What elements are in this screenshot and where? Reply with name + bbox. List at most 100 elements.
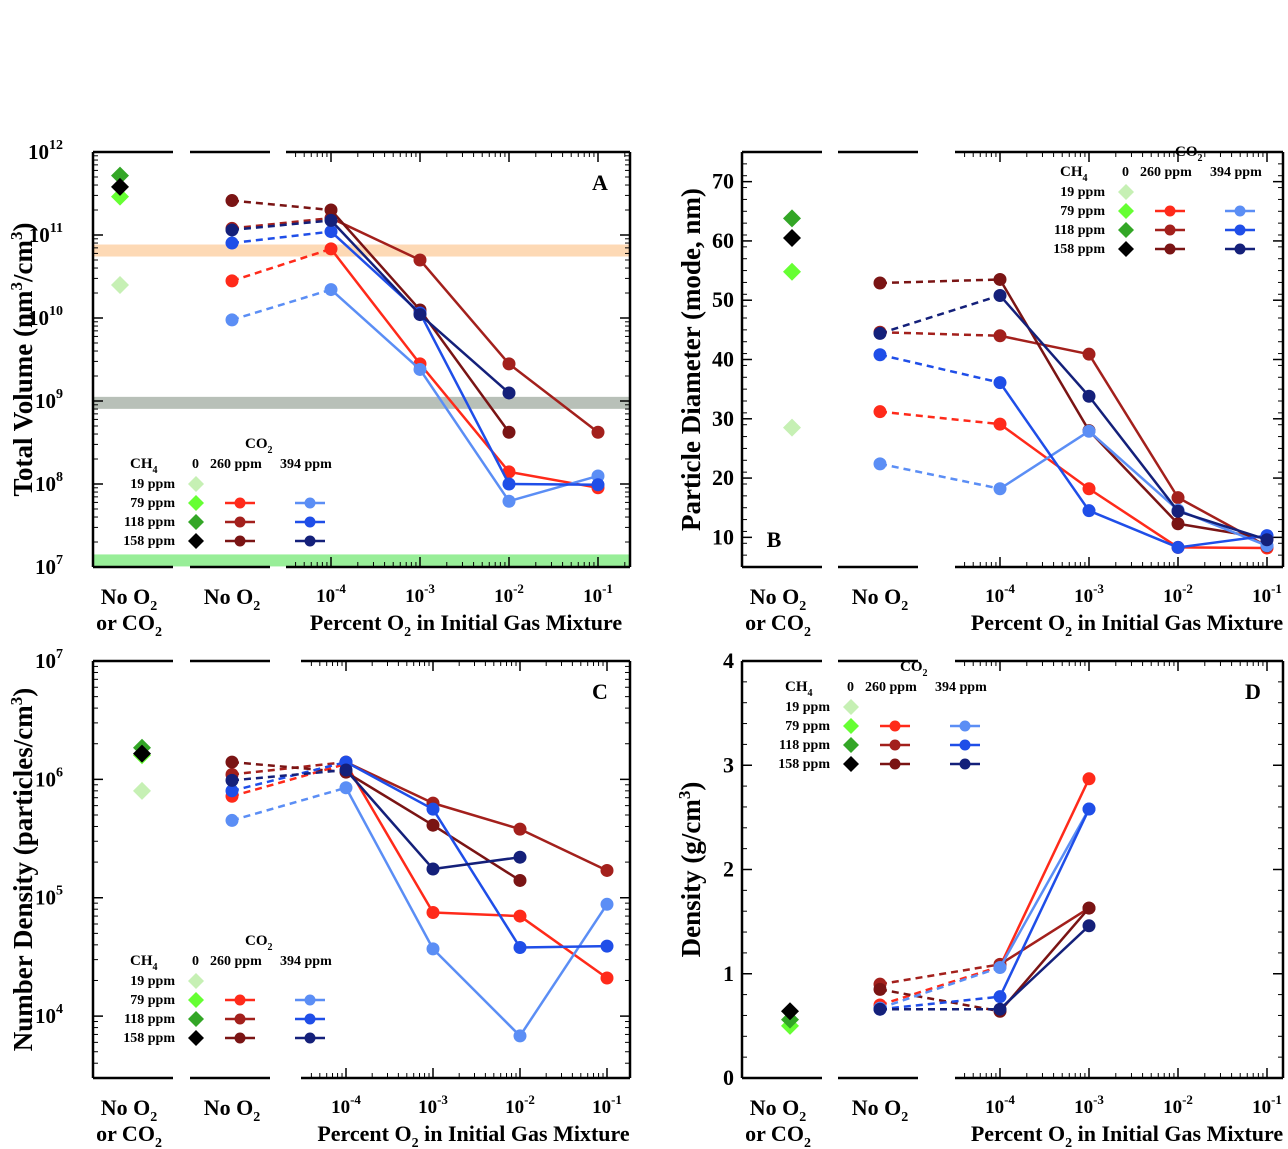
y-tick-label: 50 — [712, 287, 734, 312]
series-line — [330, 288, 421, 371]
reference-band — [93, 396, 630, 409]
data-point — [225, 773, 239, 787]
legend-row-label: 118 ppm — [124, 1012, 175, 1027]
legend-row-label: 158 ppm — [778, 757, 830, 772]
legend-marker — [1164, 224, 1176, 236]
legend-row-label: 19 ppm — [785, 700, 830, 715]
legend-row-label: 118 ppm — [779, 738, 830, 753]
panel-label: B — [767, 527, 782, 552]
series-line — [419, 259, 510, 365]
data-point — [502, 357, 516, 371]
data-point — [993, 376, 1007, 390]
x-axis-title: Percent O2 in Initial Gas Mixture — [317, 1121, 630, 1149]
y-axis-title: Density (g/cm3) — [675, 782, 706, 958]
legend-col-394: 394 ppm — [1210, 165, 1262, 180]
legend-ch4-title: CH4 — [130, 456, 158, 476]
legend-marker — [304, 994, 316, 1006]
data-point — [993, 482, 1007, 496]
x-tick-label: 10-2 — [494, 581, 524, 607]
x-tick-label: 10-4 — [985, 1092, 1015, 1118]
legend-marker — [304, 535, 316, 547]
data-point — [1171, 504, 1185, 518]
series-line — [1087, 353, 1180, 499]
legend-diamond — [1118, 203, 1134, 219]
series-line — [432, 824, 521, 882]
data-point — [339, 781, 353, 795]
data-point — [324, 283, 338, 297]
legend-marker — [889, 758, 901, 770]
legend-col-394: 394 ppm — [935, 680, 987, 695]
series-line — [879, 462, 1001, 490]
data-point — [225, 813, 239, 827]
x-tick-label: 10-3 — [1074, 1092, 1104, 1118]
y-tick-label: 60 — [712, 228, 734, 253]
data-point — [225, 313, 239, 327]
x-label-no-o2-co2: No O2 — [750, 1095, 807, 1125]
series-line — [1088, 395, 1179, 513]
series-line — [519, 944, 608, 949]
data-point — [993, 329, 1007, 343]
series-line — [879, 294, 1001, 335]
data-point — [993, 1002, 1007, 1016]
legend-diamond — [188, 1030, 204, 1046]
data-point — [1082, 919, 1096, 933]
legend-col-0: 0 — [1122, 165, 1129, 180]
series-line — [998, 808, 1091, 998]
series-line — [330, 209, 421, 311]
series-line — [345, 769, 434, 870]
series-line — [345, 771, 434, 827]
series-line — [999, 924, 1090, 1011]
data-point — [600, 863, 614, 877]
data-point — [513, 940, 527, 954]
series-line — [231, 786, 347, 822]
series-line — [1177, 546, 1268, 550]
series-line — [1088, 430, 1179, 512]
legend-co2-title: CO2 — [900, 659, 928, 679]
data-point — [502, 477, 516, 491]
legend-diamond — [188, 973, 204, 989]
x-label-no-o2-co2: No O2 — [101, 1095, 158, 1125]
legend-co2-title: CO2 — [245, 933, 273, 953]
series-line — [999, 907, 1090, 966]
x-tick-label: 10-1 — [583, 581, 613, 607]
y-tick-label: 3 — [723, 752, 734, 777]
legend-col-394: 394 ppm — [280, 457, 332, 472]
data-point — [591, 425, 605, 439]
legend-row-label: 118 ppm — [1054, 223, 1105, 238]
data-point — [1082, 802, 1096, 816]
diamond-point — [111, 187, 129, 206]
data-point — [1171, 540, 1185, 554]
x-label-no-o2-co2: No O2 — [750, 584, 807, 614]
series-line — [344, 787, 435, 950]
diamond-point — [133, 781, 151, 800]
x-tick-label: 10-3 — [1074, 581, 1104, 607]
series-line — [418, 312, 511, 485]
data-point — [324, 203, 338, 217]
data-point — [873, 1002, 887, 1016]
legend-diamond — [188, 992, 204, 1008]
data-point — [1171, 517, 1185, 531]
x-tick-label: 10-1 — [1252, 1092, 1282, 1118]
legend-row-label: 19 ppm — [130, 477, 175, 492]
series-line — [432, 855, 521, 871]
legend-marker — [234, 535, 246, 547]
y-tick-label: 40 — [712, 347, 734, 372]
x-tick-label: 10-1 — [1252, 581, 1282, 607]
diamond-point — [783, 418, 801, 437]
data-point — [339, 763, 353, 777]
series-line — [1177, 496, 1268, 548]
x-tick-label: 10-3 — [418, 1092, 448, 1118]
panel-label: D — [1245, 679, 1261, 704]
series-line — [879, 966, 1001, 1010]
x-tick-label: 10-3 — [405, 581, 435, 607]
series-line — [418, 368, 511, 502]
y-tick-label: 107 — [35, 647, 63, 673]
legend-diamond — [188, 1011, 204, 1027]
legend-col-260: 260 ppm — [1140, 165, 1192, 180]
series-line — [231, 230, 332, 245]
legend-row-label: 158 ppm — [123, 1031, 175, 1046]
legend-row-label: 79 ppm — [130, 993, 175, 1008]
